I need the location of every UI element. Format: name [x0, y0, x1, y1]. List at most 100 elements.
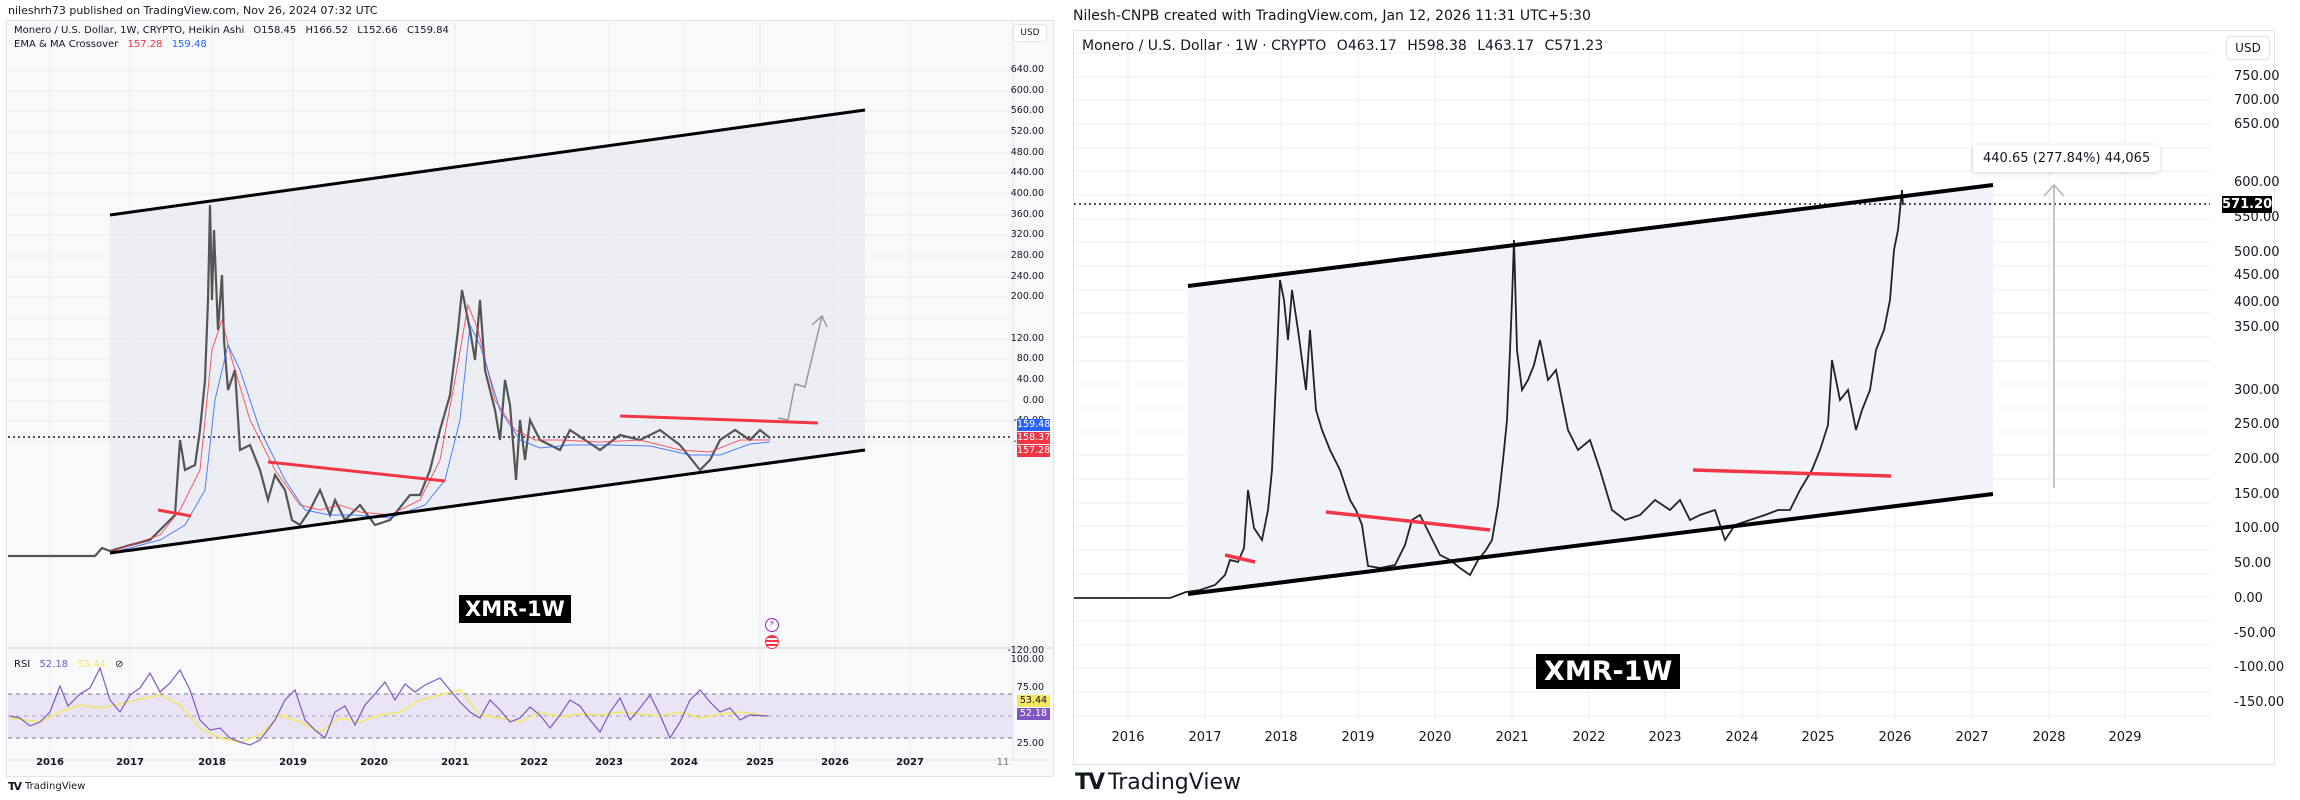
left-year-label: 2026 [821, 757, 849, 768]
right-logo-text: TradingView [1108, 770, 1241, 795]
left-price-tick: 560.00 [1010, 105, 1044, 116]
right-year-label: 2020 [1418, 730, 1452, 745]
left-year-label: 2016 [36, 757, 64, 768]
left-year-label: 2023 [595, 757, 623, 768]
right-resistance-2023 [1692, 468, 1892, 478]
left-resistance-2023 [619, 414, 819, 425]
left-ma-line [109, 323, 771, 554]
left-price-tick: 120.00 [1010, 333, 1044, 344]
right-price-tick: -50.00 [2234, 626, 2276, 641]
left-low: L152.66 [357, 25, 398, 36]
right-year-label: 2027 [1955, 730, 1989, 745]
lightning-event-icon[interactable]: ⚡ [765, 618, 779, 632]
left-price-tick: 240.00 [1010, 271, 1044, 282]
right-resistance-2017 [1224, 553, 1256, 564]
rsi-tick: 25.00 [1016, 738, 1044, 749]
right-price-tick: 300.00 [2234, 383, 2280, 398]
right-year-label: 2019 [1341, 730, 1375, 745]
rsi-ma-tag: 53.44 [1017, 695, 1050, 707]
right-channel-upper [1187, 183, 1994, 288]
rsi-tick: 100.00 [1010, 654, 1044, 665]
right-price-tick: 700.00 [2234, 93, 2280, 108]
indicator-ma-value: 159.48 [171, 39, 207, 50]
rsi-settings-icon[interactable]: ⊘ [115, 659, 124, 670]
right-price-tick: 600.00 [2234, 175, 2280, 190]
left-channel-upper [109, 108, 866, 217]
right-price-tick: 450.00 [2234, 268, 2280, 283]
left-year-label: 2017 [116, 757, 144, 768]
right-price-tick: 750.00 [2234, 69, 2280, 84]
right-price-tick: 150.00 [2234, 487, 2280, 502]
left-high: H166.52 [305, 25, 348, 36]
indicator-name: EMA & MA Crossover [14, 39, 119, 50]
rsi-value: 52.18 [39, 659, 69, 670]
right-year-label: 2018 [1264, 730, 1298, 745]
left-year-label: 2020 [360, 757, 388, 768]
left-price-series [8, 204, 771, 558]
right-price-tick: 550.00 [2234, 210, 2280, 225]
rsi-tick: 75.00 [1016, 682, 1044, 693]
right-year-label: 2025 [1801, 730, 1835, 745]
left-year-label: 2019 [279, 757, 307, 768]
right-symbol-name: Monero / U.S. Dollar · 1W · CRYPTO [1082, 38, 1327, 54]
left-tradingview-logo[interactable]: TV TradingView [8, 780, 85, 793]
left-price-tick: 640.00 [1010, 64, 1044, 75]
left-projection-arrow [777, 315, 823, 421]
left-resistance-2017 [157, 508, 192, 518]
left-publisher-credit: nileshrh73 published on TradingView.com,… [8, 4, 378, 17]
right-year-label: 2016 [1111, 730, 1145, 745]
left-price-tick: 480.00 [1010, 147, 1044, 158]
left-close: C159.84 [406, 25, 449, 36]
right-price-tick: 400.00 [2234, 295, 2280, 310]
right-channel-fill [1188, 185, 1993, 594]
right-close: C571.23 [1544, 38, 1604, 54]
left-channel-lower [109, 448, 866, 555]
rsi-value-tag: 52.18 [1017, 708, 1050, 720]
right-last-price-tag: 571.20 [2222, 196, 2273, 213]
ema-price-tag: 157.28 [1017, 445, 1051, 457]
right-price-tick: -100.00 [2234, 660, 2285, 675]
right-symbol-legend[interactable]: Monero / U.S. Dollar · 1W · CRYPTO O463.… [1082, 38, 1609, 54]
right-price-tick: 500.00 [2234, 245, 2280, 260]
right-price-tick: 0.00 [2234, 591, 2263, 606]
right-tradingview-logo[interactable]: TV TradingView [1075, 770, 1241, 795]
rsi-ma-value: 53.44 [77, 659, 106, 670]
ma-price-tag: 159.48 [1017, 419, 1051, 431]
right-resistance-2019 [1325, 510, 1491, 532]
left-price-tick: -120.00 [1007, 645, 1044, 656]
left-price-tick: 520.00 [1010, 126, 1044, 137]
left-symbol-name: Monero / U.S. Dollar, 1W, CRYPTO, Heikin… [14, 25, 245, 36]
left-symbol-legend[interactable]: Monero / U.S. Dollar, 1W, CRYPTO, Heikin… [14, 25, 455, 36]
right-publisher-credit: Nilesh-CNPB created with TradingView.com… [1073, 8, 1591, 24]
right-price-tick: 200.00 [2234, 452, 2280, 467]
left-currency-button[interactable]: USD [1013, 24, 1047, 42]
tradingview-logo-icon: TV [1075, 770, 1105, 795]
rsi-legend[interactable]: RSI 52.18 53.44 ⊘ [14, 659, 129, 670]
right-price-tick: 50.00 [2234, 556, 2272, 571]
left-price-tick: 400.00 [1010, 188, 1044, 199]
right-watermark-label: XMR-1W [1536, 654, 1681, 689]
left-price-tick: 600.00 [1010, 85, 1044, 96]
right-price-tick: 250.00 [2234, 417, 2280, 432]
left-year-label: 2018 [198, 757, 226, 768]
left-ema-line [109, 303, 770, 553]
right-measure-label: 440.65 (277.84%) 44,065 [1973, 145, 2161, 172]
right-year-label: 2021 [1495, 730, 1529, 745]
rsi-line [9, 666, 769, 746]
left-price-tick: 80.00 [1016, 353, 1044, 364]
us-flag-event-icon[interactable] [765, 635, 779, 649]
right-price-tick: -150.00 [2234, 695, 2285, 710]
right-year-label: 2026 [1878, 730, 1912, 745]
right-year-label: 2029 [2108, 730, 2142, 745]
left-indicator-legend[interactable]: EMA & MA Crossover 157.28 159.48 [14, 39, 213, 50]
right-price-tick: 350.00 [2234, 320, 2280, 335]
left-price-tick: 40.00 [1016, 374, 1044, 385]
left-year-label: 11 [996, 757, 1010, 768]
left-price-tick: 200.00 [1010, 291, 1044, 302]
right-price-tick: 650.00 [2234, 117, 2280, 132]
right-currency-button[interactable]: USD [2226, 36, 2270, 60]
rsi-label: RSI [14, 659, 31, 670]
left-year-label: 2025 [746, 757, 774, 768]
